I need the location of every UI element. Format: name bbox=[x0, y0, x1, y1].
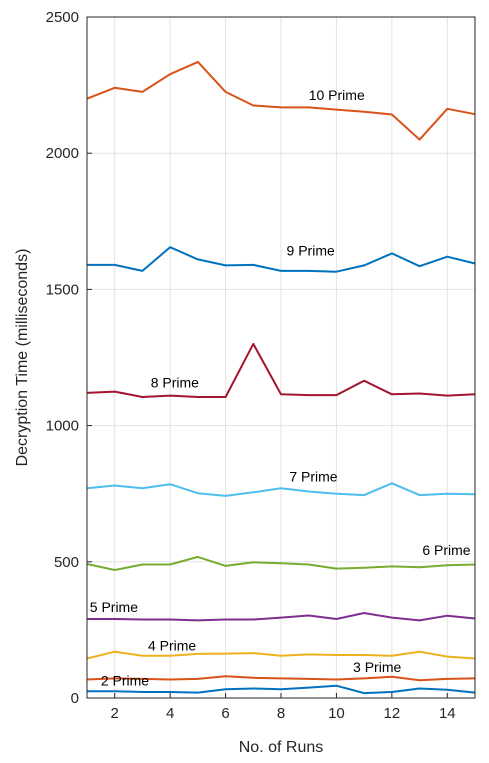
series-label: 9 Prime bbox=[287, 242, 335, 258]
x-tick-label: 8 bbox=[277, 705, 285, 722]
y-tick-label: 2000 bbox=[46, 145, 79, 162]
series-line-3-prime bbox=[86, 675, 476, 682]
x-tick-label: 10 bbox=[328, 705, 345, 722]
plot-frame bbox=[86, 16, 476, 699]
x-tick-label: 12 bbox=[384, 705, 401, 722]
x-tick-label: 2 bbox=[111, 705, 119, 722]
series-label: 5 Prime bbox=[90, 599, 138, 615]
y-tick-label: 0 bbox=[71, 690, 79, 707]
y-axis-label: Decryption Time (milliseconds) bbox=[14, 249, 31, 467]
y-tick-label: 1000 bbox=[46, 418, 79, 435]
series-line-4-prime bbox=[86, 650, 476, 660]
grid-lines bbox=[87, 16, 475, 699]
series-label: 10 Prime bbox=[309, 87, 365, 103]
series-label: 4 Prime bbox=[148, 637, 196, 653]
series-label: 3 Prime bbox=[353, 659, 401, 675]
series-label: 6 Prime bbox=[422, 542, 470, 558]
x-axis-label: No. of Runs bbox=[239, 739, 323, 756]
series-line-7-prime bbox=[86, 482, 476, 497]
series-line-6-prime bbox=[86, 555, 476, 571]
x-tick-label: 6 bbox=[221, 705, 229, 722]
series-line-2-prime bbox=[87, 684, 476, 695]
series-line-8-prime bbox=[86, 342, 476, 398]
x-tick-labels: 2 4 6 8 10 12 14 bbox=[111, 705, 456, 722]
series-lines bbox=[86, 60, 476, 695]
series-label: 7 Prime bbox=[289, 468, 337, 484]
series-line-5-prime bbox=[87, 612, 476, 622]
series-label: 2 Prime bbox=[101, 673, 149, 689]
series-line-10-prime bbox=[86, 60, 476, 141]
x-tick-label: 4 bbox=[166, 705, 174, 722]
y-tick-label: 1500 bbox=[46, 281, 79, 298]
series-labels: 10 Prime 9 Prime 8 Prime 7 Prime 6 Prime 5 Pr… bbox=[90, 87, 471, 689]
y-tick-labels: 0 500 1000 1500 2000 2500 bbox=[46, 9, 79, 707]
y-tick-label: 500 bbox=[54, 554, 79, 571]
y-tick-label: 2500 bbox=[46, 9, 79, 26]
series-label: 8 Prime bbox=[151, 374, 199, 390]
x-tick-label: 14 bbox=[439, 705, 456, 722]
series-line-9-prime bbox=[87, 246, 476, 273]
